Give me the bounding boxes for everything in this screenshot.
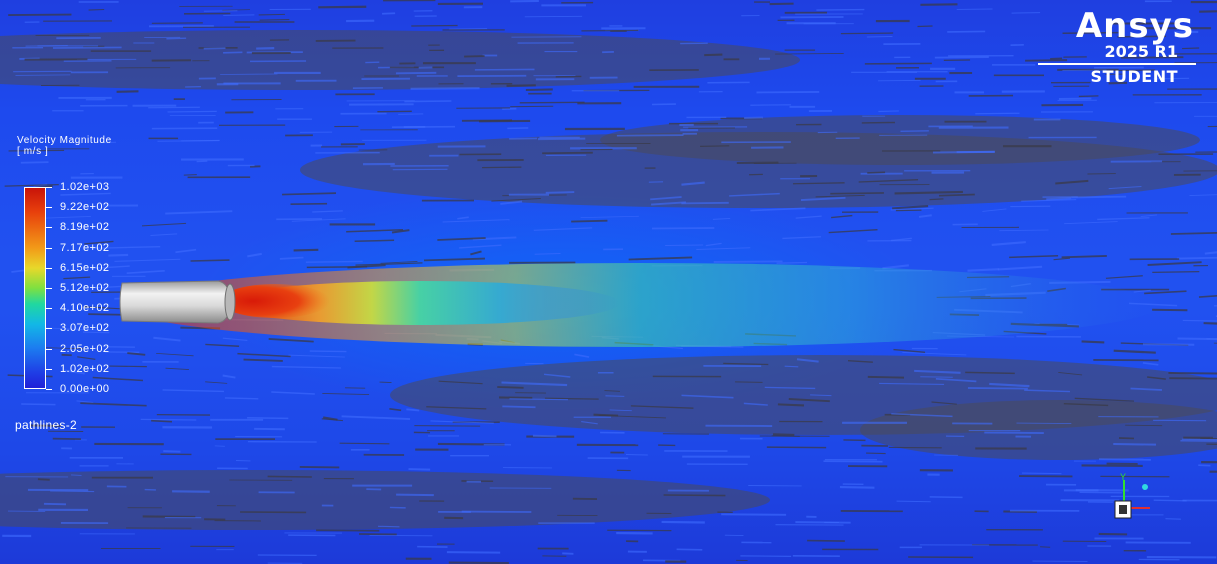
legend-variable: Velocity Magnitude xyxy=(17,135,112,146)
legend-tick xyxy=(46,308,52,309)
nozzle-geometry xyxy=(118,279,236,325)
object-name-label: pathlines-2 xyxy=(15,418,77,432)
triad-y-label: Y xyxy=(1120,472,1126,482)
legend-tick xyxy=(46,349,52,350)
logo-divider xyxy=(1038,63,1196,65)
legend-label: 6.15e+02 xyxy=(60,262,109,274)
ansys-logo: Ansys 2025 R1 STUDENT xyxy=(1030,6,1210,90)
legend-label: 5.12e+02 xyxy=(60,282,109,294)
legend-tick xyxy=(46,288,52,289)
legend-label: 1.02e+02 xyxy=(60,363,109,375)
legend-label: 3.07e+02 xyxy=(60,322,109,334)
legend-label: 0.00e+00 xyxy=(60,383,109,395)
legend-label: 1.02e+03 xyxy=(60,181,109,193)
axis-triad[interactable]: Y xyxy=(1100,470,1170,525)
legend-tick xyxy=(46,248,52,249)
logo-release: 2025 R1 xyxy=(1104,42,1178,61)
legend-tick xyxy=(46,187,52,188)
legend-tick xyxy=(46,328,52,329)
legend-label: 2.05e+02 xyxy=(60,343,109,355)
legend-label: 9.22e+02 xyxy=(60,201,109,213)
legend-tick xyxy=(46,268,52,269)
legend-label: 8.19e+02 xyxy=(60,221,109,233)
legend-label: 4.10e+02 xyxy=(60,302,109,314)
jet-core xyxy=(220,284,330,318)
logo-edition: STUDENT xyxy=(1091,67,1178,86)
logo-wordmark: Ansys xyxy=(1076,6,1194,46)
legend-tick xyxy=(46,227,52,228)
legend-tick xyxy=(46,389,52,390)
legend-unit: [ m/s ] xyxy=(17,146,112,157)
legend-colorbar[interactable] xyxy=(24,187,46,389)
legend-title: Velocity Magnitude [ m/s ] xyxy=(17,135,112,157)
legend-tick xyxy=(46,207,52,208)
legend-tick xyxy=(46,369,52,370)
legend-label: 7.17e+02 xyxy=(60,242,109,254)
